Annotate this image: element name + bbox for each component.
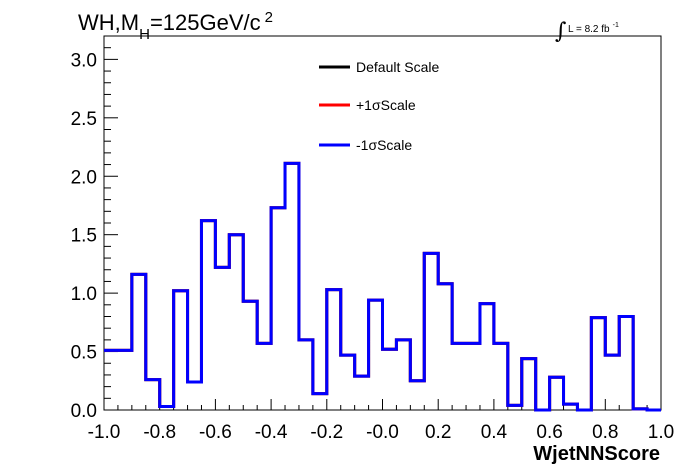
y-tick-label: 3.0 — [71, 50, 97, 71]
legend-label-plus-1-sigma: +1σScale — [356, 97, 416, 113]
y-tick-label: 1.0 — [71, 284, 97, 305]
x-tick-label: -0.6 — [199, 422, 232, 443]
y-tick-label: 0.0 — [71, 401, 97, 422]
y-tick-label: 1.5 — [71, 226, 97, 247]
legend-label-minus-1-sigma: -1σScale — [356, 137, 412, 153]
title-subscript: H — [139, 26, 150, 43]
legend: Default Scale +1σScale -1σScale — [319, 59, 439, 153]
title-rest-text: =125GeV/c — [150, 10, 261, 35]
luminosity-label: L = 8.2 fb -1 — [568, 22, 619, 35]
x-tick-label: -0.4 — [255, 422, 288, 443]
y-axis: 0.0 0.5 1.0 1.5 2.0 2.5 3.0 — [71, 35, 118, 422]
y-tick-label: 2.0 — [71, 167, 97, 188]
x-tick-label: 0.4 — [481, 422, 508, 443]
title-superscript: 2 — [265, 9, 273, 26]
x-axis-title: WjetNNScore — [533, 443, 660, 465]
series-line-1-scale — [104, 161, 661, 412]
x-tick-label: 1.0 — [648, 422, 674, 443]
title-main-text: WH,M — [78, 10, 139, 35]
histogram-series — [104, 161, 661, 412]
luminosity-text: L = 8.2 fb — [568, 24, 610, 35]
luminosity-superscript: -1 — [613, 22, 619, 29]
x-tick-label: -0.2 — [310, 422, 343, 443]
x-tick-label: -0.0 — [366, 422, 399, 443]
luminosity-integral-symbol: ∫ — [555, 19, 567, 44]
x-tick-label: 0.8 — [592, 422, 618, 443]
x-tick-label: 0.2 — [425, 422, 451, 443]
x-tick-label: -0.8 — [143, 422, 176, 443]
x-tick-label: -1.0 — [88, 422, 121, 443]
x-axis: -1.0 -0.8 -0.6 -0.4 -0.2 -0.0 0.2 0.4 0.6 0.8 1.0 — [88, 399, 674, 443]
chart-title: WH,MH=125GeV/c 2 — [78, 9, 273, 43]
x-tick-label: 0.6 — [536, 422, 562, 443]
legend-label-default-scale: Default Scale — [356, 59, 439, 75]
y-tick-label: 2.5 — [71, 109, 97, 130]
y-tick-label: 0.5 — [71, 343, 97, 364]
